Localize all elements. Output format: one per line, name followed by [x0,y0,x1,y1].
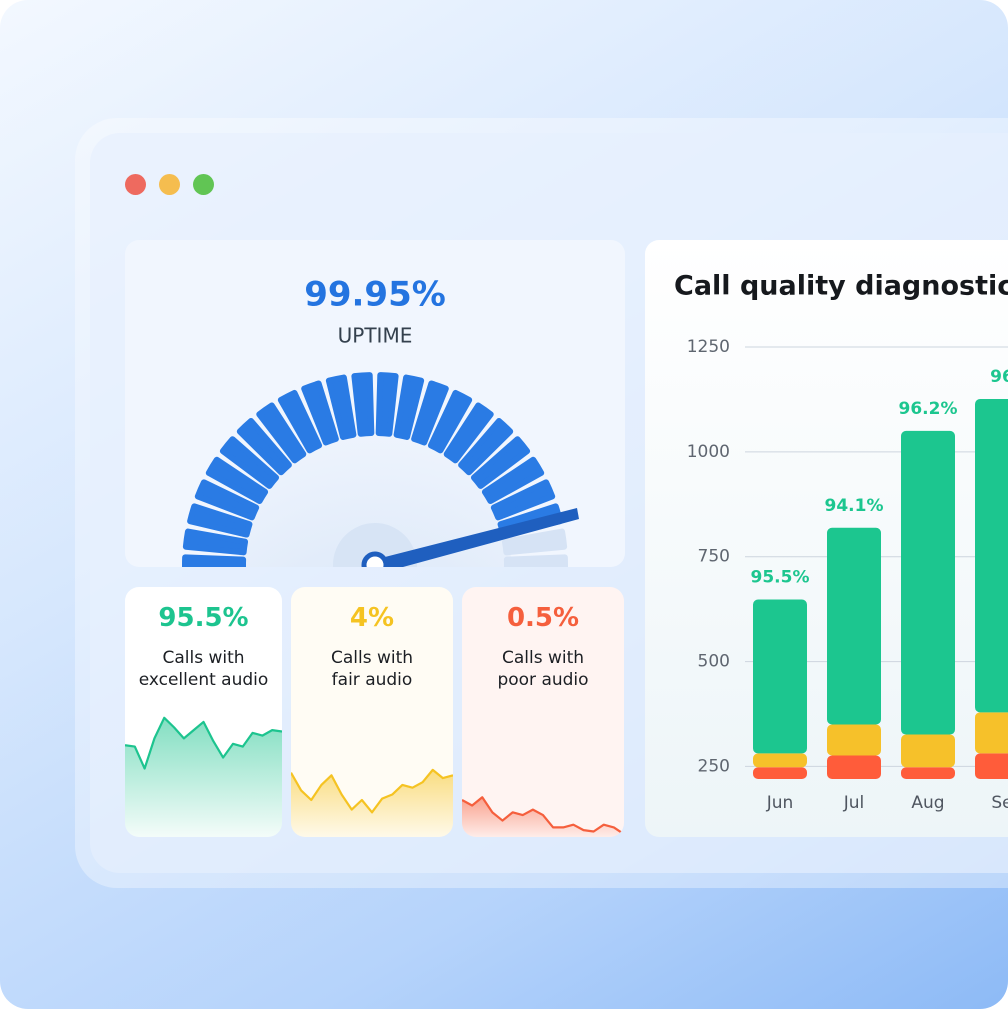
gauge-segment [256,402,307,464]
sparkline-line [125,716,282,770]
gauge-segment [194,479,260,521]
stat-label-line: excellent audio [138,670,269,690]
gauge-segment [411,380,449,446]
sparkline-area [291,769,453,837]
sparkline-area [125,717,282,837]
gauge-segment [219,436,280,489]
stat-label-line: Calls with [162,648,245,668]
gauge-segment [501,528,568,556]
stat-label-line: poor audio [497,670,589,690]
gauge-segment [393,374,425,440]
stat-label: Calls with poor audio [462,647,624,691]
gauge-segment [236,418,292,476]
bar-segment [901,767,955,779]
stat-card: 4% Calls with fair audio [291,587,453,837]
y-tick-label: 1000 [687,442,730,462]
sparkline [291,768,453,837]
y-tick-label: 1250 [687,337,730,357]
chart-card: Call quality diagnostics 250 500 750 1000 12… [645,240,1008,837]
bar-segment [753,753,807,768]
bar-label: 96.2% [899,399,958,419]
chart: Call quality diagnostics 250 500 750 1000 12… [674,271,1008,813]
x-tick-label: Se [991,793,1008,813]
gauge-segment [277,389,323,454]
stat-value: 0.5% [506,603,580,633]
bar-segment [827,724,881,756]
gauge-segment [351,372,375,437]
stat-card: 0.5% Calls with poor audio [462,587,624,837]
stat-card: 95.5% Calls with excellent audio [125,587,282,837]
gauge-segment [481,456,545,505]
gauge-segment [205,456,269,505]
chart-title: Call quality diagnostics [674,271,1008,302]
stat-label-line: Calls with [501,648,585,668]
bar-segment [753,599,807,754]
x-tick-label: Jul [843,793,865,813]
gauge-segment [490,479,556,521]
stat-label-line: fair audio [331,670,413,690]
sparkline-area [462,797,624,837]
stat-label: Calls with fair audio [291,647,453,691]
sparkline [462,796,624,837]
bar-segment [753,767,807,779]
bar-label: 96 [990,367,1008,387]
bar-segment [901,734,955,768]
gauge-pivot [361,551,389,567]
gauge-disc [239,429,511,567]
stat-value: 95.5% [158,603,249,633]
bar-segment [975,399,1008,713]
sparkline [125,716,282,837]
gauge-segment [443,402,494,464]
stat-label: Calls with excellent audio [125,647,282,691]
bar-segment [827,755,881,779]
stat-value: 4% [349,603,395,633]
close-dot[interactable] [125,174,146,195]
x-tick-label: Aug [911,793,944,813]
gauge-segment [470,436,531,489]
gauge-segment [182,554,247,567]
bar-label: 94.1% [825,496,884,516]
y-tick-label: 250 [698,756,730,776]
gauge-segment [325,374,357,440]
bar-segment [901,430,955,735]
uptime-value: 99.95% [304,275,446,315]
gauge-segment [187,503,253,538]
uptime-card: 99.95% UPTIME [125,240,625,567]
gauge: 99.95% UPTIME [182,275,579,567]
bar-label: 95.5% [751,567,810,587]
sparkline-line [291,768,453,814]
gauge-segment [503,554,568,567]
bar-segment [975,753,1008,779]
gauge-segment [458,418,514,476]
gauge-segment [301,380,339,446]
y-tick-label: 750 [698,547,730,567]
y-tick-label: 500 [698,652,730,672]
bar-segment [827,527,881,725]
gauge-segment [182,528,249,556]
bar-segment [975,712,1008,754]
gauge-needle [369,508,579,567]
sparkline-line [462,796,624,836]
stat-label-line: Calls with [330,648,414,668]
gauge-segment [375,372,399,437]
maximize-dot[interactable] [193,174,214,195]
minimize-dot[interactable] [159,174,180,195]
x-tick-label: Jun [766,793,794,813]
uptime-label: UPTIME [338,324,413,348]
gauge-segment [427,389,473,454]
